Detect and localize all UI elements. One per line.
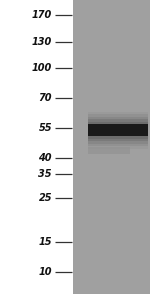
Text: 130: 130 [32, 37, 52, 47]
Bar [88, 119, 148, 141]
Text: 55: 55 [39, 123, 52, 133]
Bar [88, 116, 148, 143]
Bar [88, 121, 148, 138]
Bar [88, 114, 148, 146]
Text: 35: 35 [39, 169, 52, 179]
Bar [88, 111, 148, 148]
Text: 10: 10 [39, 267, 52, 277]
Bar [73, 0, 150, 294]
Text: 15: 15 [39, 237, 52, 247]
Text: 25: 25 [39, 193, 52, 203]
Bar [88, 146, 130, 153]
Text: 100: 100 [32, 63, 52, 73]
Text: 40: 40 [39, 153, 52, 163]
Text: 70: 70 [39, 93, 52, 103]
Bar [88, 124, 148, 136]
Text: 170: 170 [32, 10, 52, 20]
